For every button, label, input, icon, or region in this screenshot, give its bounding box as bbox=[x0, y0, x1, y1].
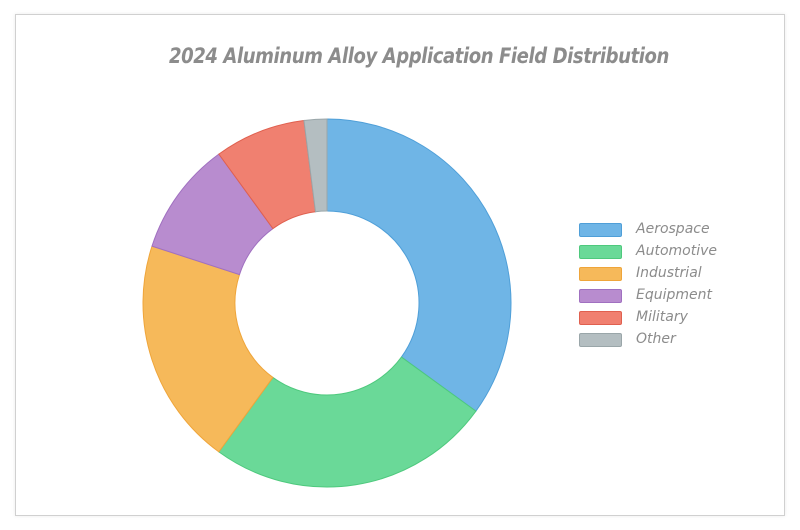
legend-item-military[interactable]: Military bbox=[579, 308, 779, 330]
legend-label: Equipment bbox=[636, 287, 712, 303]
legend-label: Automotive bbox=[636, 243, 717, 259]
legend-swatch bbox=[579, 333, 622, 347]
slice-automotive[interactable] bbox=[218, 356, 477, 488]
legend-item-industrial[interactable]: Industrial bbox=[579, 264, 779, 286]
legend-item-other[interactable]: Other bbox=[579, 330, 779, 352]
chart-legend: Aerospace Automotive Industrial Equipment Mi… bbox=[579, 220, 779, 352]
chart-title: 2024 Aluminum Alloy Application Field Di… bbox=[169, 44, 669, 68]
legend-swatch bbox=[579, 245, 622, 259]
legend-swatch bbox=[579, 289, 622, 303]
legend-item-automotive[interactable]: Automotive bbox=[579, 242, 779, 264]
legend-label: Industrial bbox=[636, 265, 702, 281]
legend-item-equipment[interactable]: Equipment bbox=[579, 286, 779, 308]
legend-swatch bbox=[579, 311, 622, 325]
legend-swatch bbox=[579, 223, 622, 237]
legend-swatch bbox=[579, 267, 622, 281]
legend-label: Other bbox=[636, 331, 676, 347]
legend-item-aerospace[interactable]: Aerospace bbox=[579, 220, 779, 242]
legend-label: Military bbox=[636, 309, 688, 325]
slice-other[interactable] bbox=[303, 118, 328, 213]
slice-industrial[interactable] bbox=[142, 245, 274, 453]
slice-aerospace[interactable] bbox=[326, 118, 512, 412]
legend-label: Aerospace bbox=[636, 221, 710, 237]
